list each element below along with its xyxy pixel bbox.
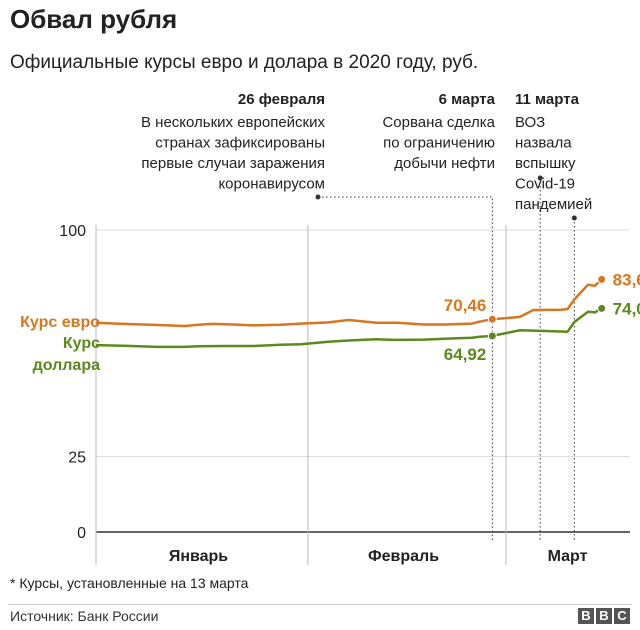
bbc-logo-letter: B: [578, 608, 594, 624]
data-label: 74,03*: [613, 299, 640, 318]
dollar-series-line: [95, 307, 603, 349]
event-description: пандемией: [515, 196, 592, 213]
event-date-label: 26 февраля: [238, 91, 325, 108]
y-tick-label: 0: [77, 525, 86, 542]
series-label-euro: Курс евро: [20, 314, 100, 331]
source-label: Источник: Банк России: [10, 608, 159, 624]
series-label-dollar: Курс: [63, 335, 100, 352]
month-label: Февраль: [368, 548, 439, 565]
event-date-label: 11 марта: [515, 91, 580, 108]
event-date-label: 6 марта: [439, 91, 496, 108]
event-description: Covid-19: [515, 176, 575, 193]
data-point: [487, 314, 497, 324]
event-description: Сорвана сделка: [382, 114, 495, 131]
event-description: странах зафиксированы: [155, 135, 325, 152]
y-tick-label: 25: [68, 450, 86, 467]
data-label: 83,66*: [613, 270, 640, 289]
event-description: добычи нефти: [394, 155, 495, 172]
data-point: [597, 303, 607, 313]
event-marker: [571, 215, 577, 221]
data-point: [487, 331, 497, 341]
event-marker: [315, 194, 321, 200]
exchange-rate-chart: 0 25 100 Январь Февраль Март 26 февраля В неско…: [20, 91, 640, 565]
bbc-logo-letter: C: [614, 608, 630, 624]
event-description: назвала: [515, 135, 572, 152]
footer-divider: [8, 604, 632, 605]
footnote: * Курсы, установленные на 13 марта: [10, 575, 249, 591]
event-connector: [318, 196, 493, 540]
event-description: В нескольких европейских: [141, 114, 325, 131]
month-label: Март: [548, 548, 588, 565]
bbc-logo: B B C: [578, 608, 630, 624]
data-point: [597, 274, 607, 284]
page-subtitle: Официальные курсы евро и долара в 2020 г…: [10, 52, 479, 73]
event-description: первые случаи заражения: [141, 155, 325, 172]
event-description: вспышку: [515, 155, 576, 172]
event-description: по ограничению: [383, 135, 495, 152]
data-label: 70,46: [444, 296, 487, 315]
euro-series-line: [95, 278, 603, 328]
event-description: ВОЗ: [515, 114, 545, 131]
event-description: коронавирусом: [218, 176, 325, 193]
y-tick-label: 100: [59, 223, 86, 240]
page-title: Обвал рубля: [10, 4, 178, 34]
event-marker: [537, 175, 543, 181]
data-label: 64,92: [444, 345, 487, 364]
bbc-logo-letter: B: [596, 608, 612, 624]
series-label-dollar: доллара: [33, 357, 101, 374]
month-label: Январь: [169, 548, 228, 565]
